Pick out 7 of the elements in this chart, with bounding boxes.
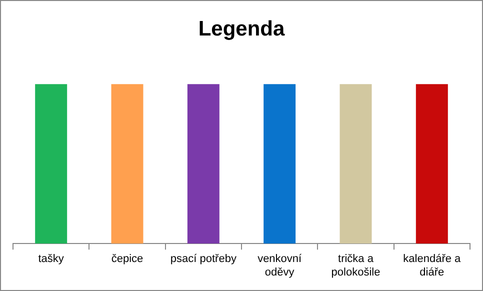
x-tick-label: psací potřeby <box>170 253 237 266</box>
x-tick-label: kalendáře a diáře <box>403 253 462 278</box>
x-tick-label: čepice <box>111 253 144 266</box>
x-tick-label: tašky <box>38 253 64 266</box>
chart-title: Legenda <box>198 17 285 40</box>
x-tick-label: venkovní oděvy <box>258 253 303 278</box>
x-tick-label: trička a polokošile <box>331 253 380 278</box>
